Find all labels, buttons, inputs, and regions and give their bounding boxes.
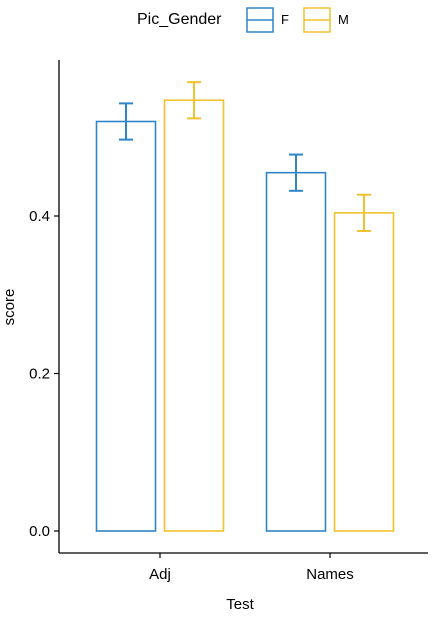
legend-item-m: M	[303, 7, 349, 33]
legend: Pic_Gender F M	[137, 7, 349, 33]
legend-label-m: M	[338, 12, 349, 27]
legend-title: Pic_Gender	[137, 11, 222, 28]
bar-m-adj	[163, 99, 225, 532]
error-bar-m-adj	[187, 81, 201, 120]
y-axis-title: score	[1, 289, 18, 326]
legend-item-f: F	[246, 7, 289, 33]
x-tick-label-adj: Adj	[149, 566, 171, 583]
y-tick-label: 0.0	[29, 523, 50, 540]
bar-f-adj	[95, 120, 157, 532]
x-axis-title: Test	[226, 596, 254, 613]
y-tick-label: 0.4	[29, 208, 50, 225]
bar-m-names	[333, 212, 395, 532]
y-ticks: 0.0 0.2 0.4	[29, 208, 59, 540]
error-bar-f-adj	[119, 102, 133, 141]
x-ticks: Adj Names	[149, 553, 354, 583]
bar-f-names	[265, 171, 327, 532]
error-bar-f-names	[289, 153, 303, 192]
axes	[58, 60, 428, 554]
y-tick-label: 0.2	[29, 366, 50, 383]
legend-label-f: F	[281, 12, 289, 27]
bars	[95, 81, 395, 532]
error-bar-m-names	[357, 193, 371, 232]
x-tick-label-names: Names	[306, 566, 354, 583]
